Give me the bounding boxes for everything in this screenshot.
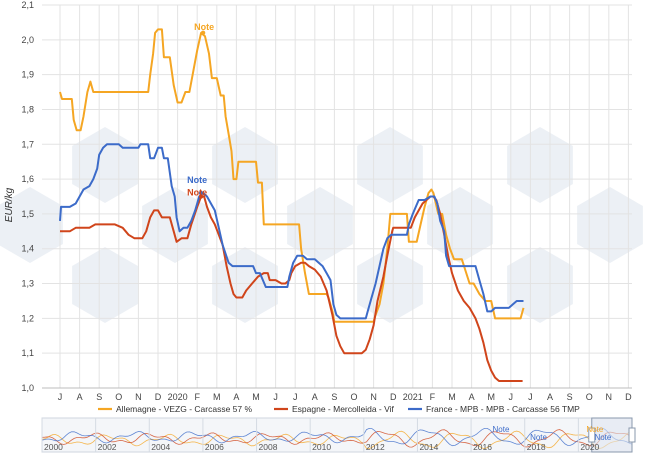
x-tick-label: F — [430, 392, 436, 402]
y-tick-label: 1,9 — [21, 70, 34, 80]
x-tick-label: A — [312, 392, 318, 402]
annotation-label[interactable]: Note — [187, 175, 207, 185]
note-annotations: Note Note Note — [187, 22, 214, 199]
legend-item-label[interactable]: Allemagne - VEZG - Carcasse 57 % — [116, 404, 252, 414]
navigator-range-selector[interactable]: 2000 2002 2004 2006 2008 2010 2012 2014 2016 2018… — [41, 417, 636, 453]
x-tick-label: 2020 — [168, 392, 188, 402]
annotation-marker[interactable] — [198, 190, 204, 196]
x-tick-label: N — [135, 392, 142, 402]
x-tick-label: 2021 — [403, 392, 423, 402]
watermark-hexagon — [212, 247, 278, 323]
watermark-hexagon — [507, 247, 573, 323]
x-tick-label: D — [625, 392, 632, 402]
series-line — [59, 28, 525, 323]
x-tick-label: J — [58, 392, 63, 402]
navigator-note-label[interactable]: Note — [594, 433, 611, 442]
navigator-background — [41, 417, 633, 453]
y-tick-label: 2,0 — [21, 35, 34, 45]
series-line — [60, 195, 523, 382]
x-tick-label: J — [293, 392, 298, 402]
x-tick-label: A — [469, 392, 475, 402]
watermark-hexagon — [0, 187, 63, 263]
y-tick-label: 2,1 — [21, 0, 34, 10]
annotation-marker[interactable] — [198, 194, 204, 199]
x-tick-label: M — [448, 392, 456, 402]
x-tick-label: J — [528, 392, 533, 402]
navigator-series-line — [41, 429, 633, 448]
y-tick-label: 1,8 — [21, 104, 34, 114]
legend-item-label[interactable]: Espagne - Mercolleida - Vif — [292, 404, 395, 414]
navigator-year-label: 2000 — [44, 442, 63, 452]
x-tick-label: A — [233, 392, 239, 402]
x-tick-label: O — [115, 392, 122, 402]
x-tick-label: A — [77, 392, 83, 402]
navigator-year-label: 2006 — [205, 442, 224, 452]
x-tick-label: D — [390, 392, 397, 402]
x-tick-label: F — [194, 392, 200, 402]
x-tick-label: J — [509, 392, 514, 402]
watermark-hexagon — [507, 127, 573, 203]
navigator-year-label: 2014 — [419, 442, 438, 452]
x-tick-label: M — [487, 392, 495, 402]
navigator-year-label: 2008 — [259, 442, 278, 452]
legend-item-label[interactable]: France - MPB - MPB - Carcasse 56 TMP — [426, 404, 580, 414]
navigator-note-label[interactable]: Note — [530, 433, 547, 442]
x-tick-label: S — [96, 392, 102, 402]
y-tick-label: 1,5 — [21, 209, 34, 219]
y-tick-label: 1,1 — [21, 348, 34, 358]
y-axis-tick-labels: 1,0 1,1 1,2 1,3 1,4 1,5 1,6 1,7 1,8 1,9 2,0 2,1 — [21, 0, 34, 393]
x-tick-label: J — [273, 392, 278, 402]
x-tick-label: N — [370, 392, 377, 402]
watermark-hexagon — [577, 187, 643, 263]
navigator-selection[interactable] — [591, 417, 633, 453]
annotation-label[interactable]: Note — [187, 188, 207, 198]
watermark-hexagon — [427, 187, 493, 263]
navigator-right-handle[interactable] — [628, 427, 636, 443]
navigator-year-label: 2016 — [473, 442, 492, 452]
x-tick-label: A — [547, 392, 553, 402]
navigator-series-line — [41, 427, 633, 447]
x-tick-label: S — [331, 392, 337, 402]
navigator-year-label: 2020 — [580, 442, 599, 452]
watermark-hexagon — [72, 247, 138, 323]
x-tick-label: M — [213, 392, 221, 402]
legend: Allemagne - VEZG - Carcasse 57 % Espagne … — [98, 404, 580, 414]
watermark-hexagon — [212, 127, 278, 203]
navigator-year-label: 2002 — [98, 442, 117, 452]
y-axis-label: EUR/kg — [4, 187, 15, 222]
watermark-hexagon — [287, 187, 353, 263]
navigator-year-label: 2004 — [151, 442, 170, 452]
y-tick-label: 1,2 — [21, 313, 34, 323]
watermark-hexagon — [142, 187, 208, 263]
x-tick-label: M — [252, 392, 260, 402]
annotation-label[interactable]: Note — [194, 22, 214, 32]
navigator-left-handle[interactable] — [588, 427, 596, 443]
navigator-year-label: 2018 — [527, 442, 546, 452]
navigator-year-label: 2012 — [366, 442, 385, 452]
x-tick-label: N — [606, 392, 613, 402]
annotation-marker[interactable] — [200, 30, 206, 36]
y-tick-label: 1,3 — [21, 279, 34, 289]
y-tick-label: 1,4 — [21, 244, 34, 254]
series-line — [59, 143, 524, 320]
x-tick-label: S — [567, 392, 573, 402]
x-axis-tick-labels: J A S O N D 2020 F M A M J J A S O N D 2021 F M A M J J A S O N D — [58, 392, 632, 402]
x-tick-label: D — [155, 392, 162, 402]
x-tick-label: O — [586, 392, 593, 402]
navigator-note-label[interactable]: Note — [586, 425, 603, 434]
y-tick-label: 1,7 — [21, 139, 34, 149]
x-tick-label: O — [350, 392, 357, 402]
navigator-year-label: 2010 — [312, 442, 331, 452]
watermark-logo-pattern — [0, 127, 643, 323]
y-tick-label: 1,6 — [21, 174, 34, 184]
y-tick-label: 1,0 — [21, 383, 34, 393]
data-series — [59, 28, 525, 382]
navigator-note-label[interactable]: Note — [493, 425, 510, 434]
